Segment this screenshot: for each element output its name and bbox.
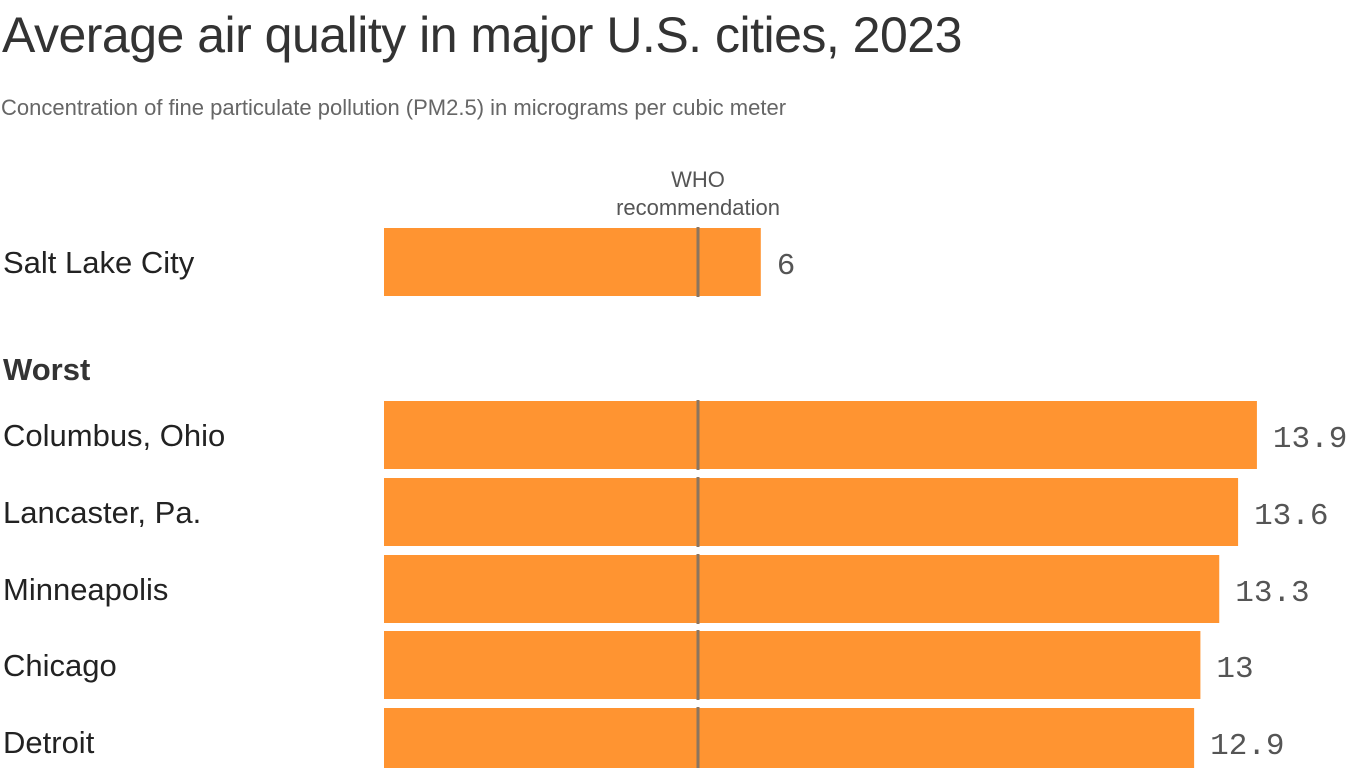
category-label: Lancaster, Pa. xyxy=(3,495,201,530)
group-label: Worst xyxy=(3,352,90,387)
value-label: 6 xyxy=(777,249,796,284)
bar xyxy=(384,708,1195,768)
value-label: 13.9 xyxy=(1273,422,1347,457)
bar xyxy=(384,401,1257,469)
category-label: Chicago xyxy=(3,648,117,683)
value-label: 13 xyxy=(1216,652,1253,687)
bar xyxy=(384,555,1220,623)
value-label: 13.6 xyxy=(1254,499,1328,534)
value-label: 13.3 xyxy=(1235,576,1309,611)
category-label: Columbus, Ohio xyxy=(3,418,225,453)
bar xyxy=(384,631,1201,699)
bar xyxy=(384,478,1239,546)
bar xyxy=(384,228,761,296)
who-annotation: recommendation xyxy=(616,195,780,220)
who-annotation: WHO xyxy=(671,167,725,192)
category-label: Detroit xyxy=(3,725,95,760)
chart-title: Average air quality in major U.S. cities… xyxy=(2,7,962,63)
category-label: Salt Lake City xyxy=(3,245,195,280)
value-label: 12.9 xyxy=(1210,729,1284,764)
chart-subtitle: Concentration of fine particulate pollut… xyxy=(1,95,787,120)
category-label: Minneapolis xyxy=(3,572,168,607)
